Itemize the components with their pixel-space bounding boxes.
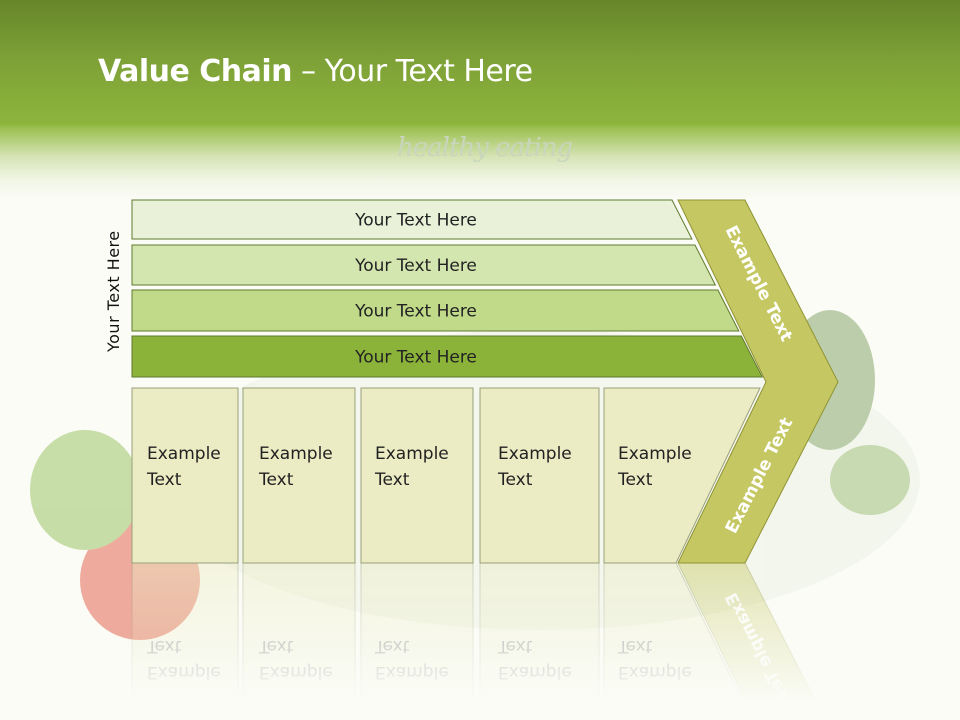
band-label: Your Text Here: [354, 302, 477, 322]
reflection-text: Example: [498, 662, 572, 682]
reflection-box: [242, 562, 356, 701]
reflection-box: [479, 562, 600, 701]
activity-box-3: [360, 387, 474, 564]
box-label-line2: Text: [374, 470, 410, 490]
reflection-box: [603, 562, 743, 701]
activity-box-4: [479, 387, 600, 564]
reflection-box: [131, 562, 239, 701]
reflection-text: Text: [258, 636, 294, 656]
activity-box-2: [242, 387, 356, 564]
reflection-text: Text: [146, 636, 182, 656]
side-label: Your Text Here: [104, 230, 123, 352]
box-label-line2: Text: [617, 470, 653, 490]
reflection-text: Example: [147, 662, 221, 682]
band-3: [131, 289, 740, 332]
band-1: [131, 199, 693, 240]
reflection-text: Example: [259, 662, 333, 682]
box-label-line1: Example: [147, 444, 221, 464]
slide-header: [0, 0, 960, 200]
band-label: Your Text Here: [354, 348, 477, 368]
box-label-line2: Text: [146, 470, 182, 490]
box-label-line1: Example: [618, 444, 692, 464]
box-label-line1: Example: [259, 444, 333, 464]
band-4: [131, 335, 764, 378]
reflection-text: Text: [374, 636, 410, 656]
box-label-line2: Text: [258, 470, 294, 490]
band-label: Your Text Here: [354, 256, 477, 276]
reflection-text: Example: [375, 662, 449, 682]
band-label: Your Text Here: [354, 211, 477, 231]
title-rest: – Your Text Here: [292, 54, 533, 89]
reflection-text: Text: [497, 636, 533, 656]
reflection-text: Example: [618, 662, 692, 682]
slide-title: Value Chain – Your Text Here: [98, 54, 533, 89]
tagline: healthy eating: [397, 133, 573, 163]
box-label-line2: Text: [497, 470, 533, 490]
title-bold: Value Chain: [98, 54, 293, 89]
reflection-chevron: [677, 562, 816, 701]
activity-box-1: [131, 387, 239, 564]
reflection-text: Text: [617, 636, 653, 656]
band-2: [131, 244, 717, 286]
reflection-box: [360, 562, 474, 701]
box-label-line1: Example: [375, 444, 449, 464]
reflection: Example Text Example Text Example Text Example…: [131, 562, 816, 711]
box-label-line1: Example: [498, 444, 572, 464]
